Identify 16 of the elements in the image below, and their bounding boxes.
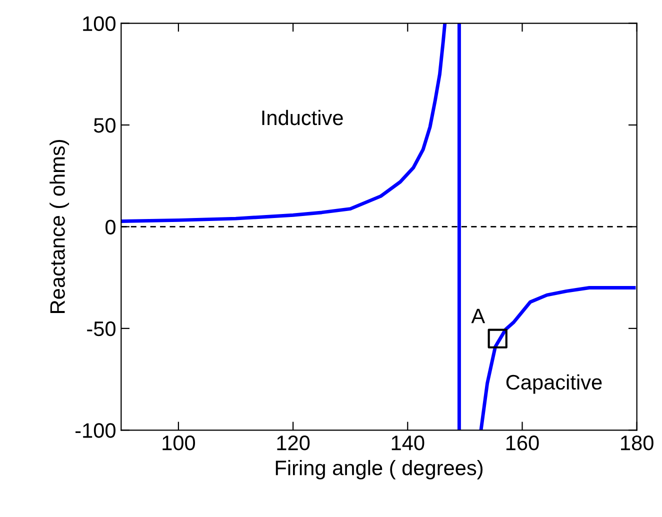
- y-axis-title: Reactance ( ohms): [50, 140, 70, 313]
- y-tick-label: -50: [87, 321, 116, 336]
- annotation: Capacitive: [506, 374, 602, 394]
- y-tick-label: 50: [94, 118, 116, 133]
- y-tick-label: 100: [83, 16, 116, 32]
- x-tick-label: 180: [621, 436, 654, 450]
- annotation: A: [471, 308, 486, 324]
- x-tick-label: 140: [392, 436, 424, 450]
- line-series: [121, 23, 447, 223]
- x-tick-label: 160: [506, 436, 539, 450]
- y-tick-label: -100: [76, 423, 116, 438]
- y-tick-label: 0: [106, 220, 116, 234]
- annotation: Inductive: [262, 110, 343, 126]
- x-tick-label: 100: [162, 436, 196, 450]
- x-tick-label: 120: [277, 436, 310, 450]
- x-axis-title: Firing angle ( degrees): [276, 460, 483, 480]
